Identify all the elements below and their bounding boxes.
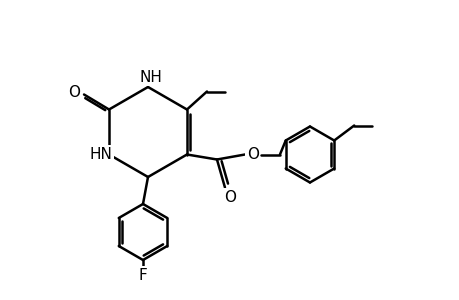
Text: F: F — [138, 268, 147, 283]
Text: O: O — [246, 147, 258, 162]
Text: NH: NH — [139, 70, 162, 85]
Text: O: O — [68, 85, 80, 100]
Text: HN: HN — [90, 147, 112, 162]
Text: O: O — [224, 190, 235, 205]
